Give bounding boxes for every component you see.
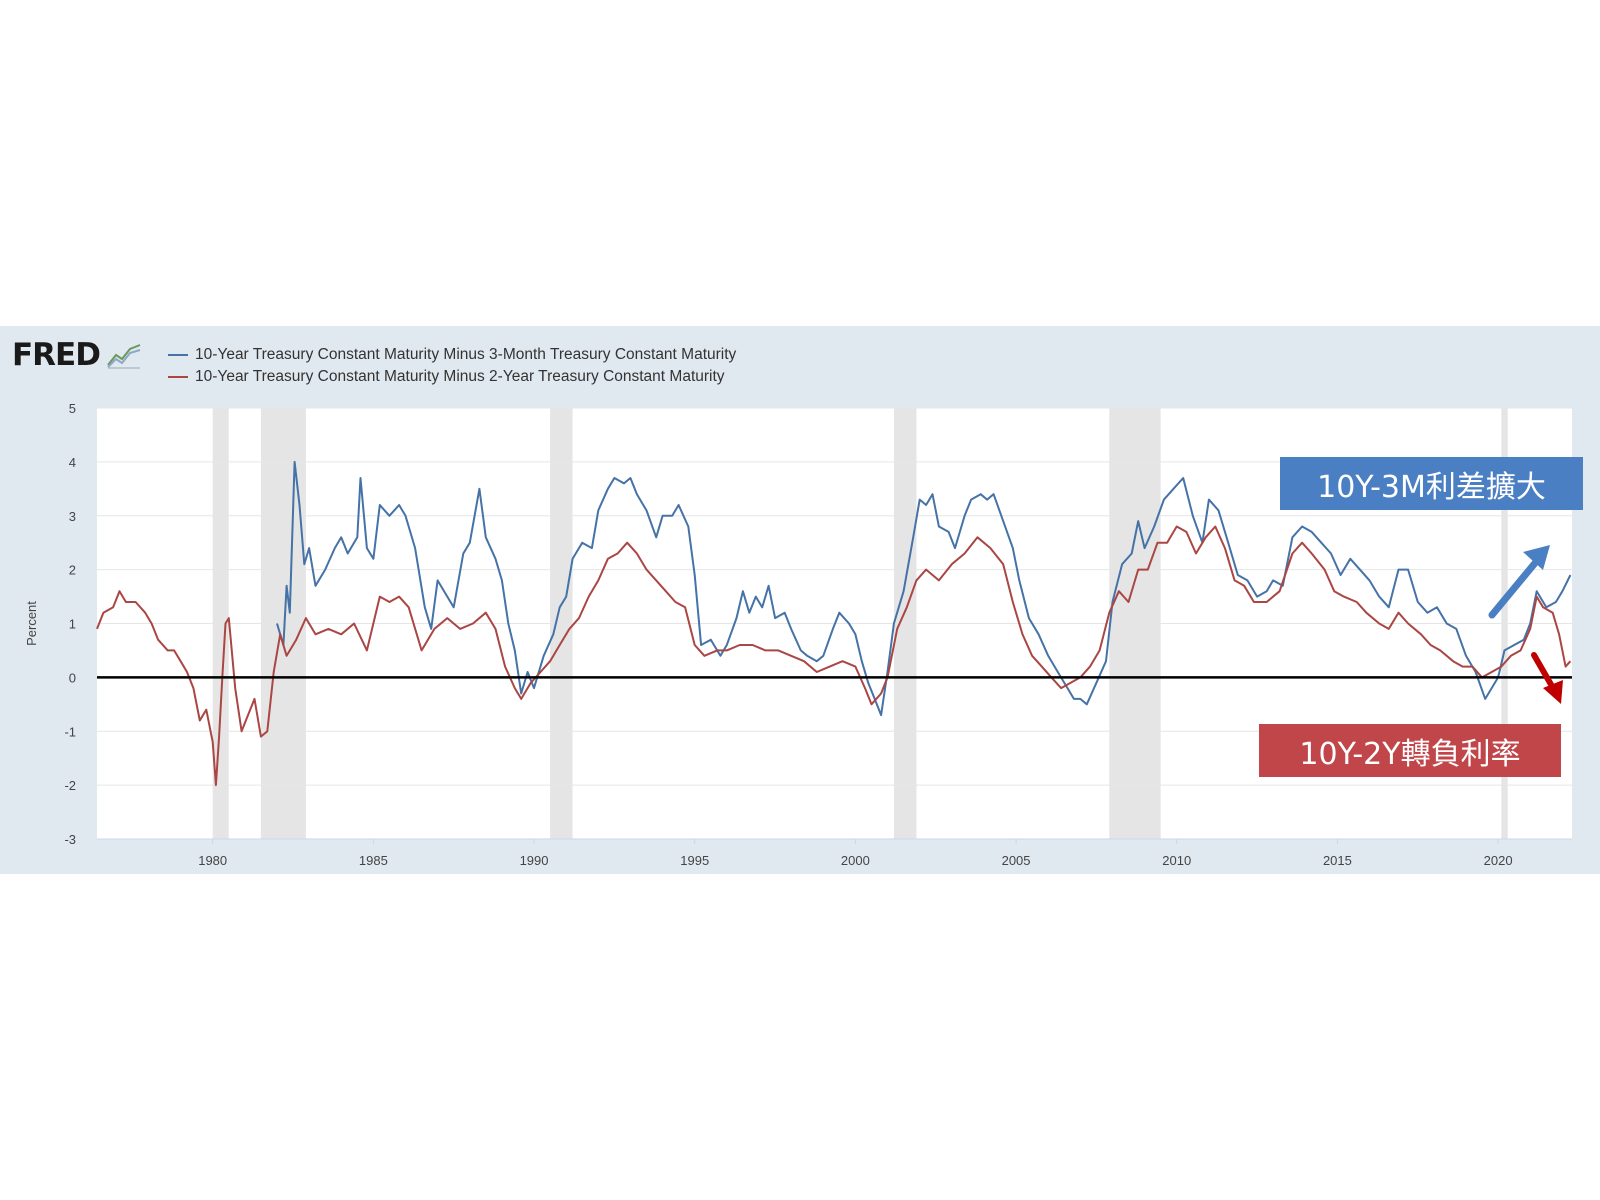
- series-line-10y-3m: [276, 460, 1572, 717]
- legend-item-10y-3m[interactable]: 10-Year Treasury Constant Maturity Minus…: [168, 344, 736, 366]
- annotation-10y-2y-negative: 10Y-2Y轉負利率: [1259, 724, 1561, 777]
- x-tick-label: 2000: [841, 853, 870, 868]
- down-arrow-icon-head: [1543, 680, 1563, 704]
- up-arrow-icon-head: [1523, 545, 1550, 570]
- series-line-10y-2y: [96, 525, 1572, 787]
- fred-logo[interactable]: FRED: [12, 337, 142, 373]
- legend-label-10y-3m: 10-Year Treasury Constant Maturity Minus…: [195, 346, 737, 363]
- y-axis-title: Percent: [24, 601, 39, 646]
- annotation-10y-3m-widening: 10Y-3M利差擴大: [1280, 457, 1583, 510]
- x-tick-label: 2020: [1484, 853, 1513, 868]
- annotation-blue-text: 10Y-3M利差擴大: [1317, 469, 1546, 505]
- y-tick-label: 3: [69, 509, 76, 524]
- fred-logo-text: FRED: [12, 337, 101, 373]
- x-tick-label: 2005: [1002, 853, 1031, 868]
- legend-label-10y-2y: 10-Year Treasury Constant Maturity Minus…: [195, 368, 725, 385]
- y-tick-label: -1: [64, 724, 76, 739]
- x-tick-label: 1990: [520, 853, 549, 868]
- legend-swatch-blue: [168, 354, 188, 356]
- y-tick-label: -3: [64, 832, 76, 847]
- down-arrow-icon-shaft: [1531, 652, 1556, 691]
- y-tick-label: 0: [69, 670, 76, 685]
- annotation-red-text: 10Y-2Y轉負利率: [1299, 736, 1521, 772]
- y-tick-label: 5: [69, 401, 76, 416]
- x-tick-label: 1985: [359, 853, 388, 868]
- x-tick-label: 1995: [680, 853, 709, 868]
- y-tick-label: 1: [69, 617, 76, 632]
- x-tick-label: 2010: [1162, 853, 1191, 868]
- legend-swatch-red: [168, 376, 188, 378]
- legend-item-10y-2y[interactable]: 10-Year Treasury Constant Maturity Minus…: [168, 366, 736, 388]
- x-tick-label: 1980: [198, 853, 227, 868]
- chart-legend: 10-Year Treasury Constant Maturity Minus…: [168, 344, 736, 388]
- up-arrow-icon-shaft: [1488, 553, 1544, 619]
- y-tick-label: 4: [69, 455, 76, 470]
- y-tick-label: 2: [69, 563, 76, 578]
- y-tick-label: -2: [64, 778, 76, 793]
- x-tick-label: 2015: [1323, 853, 1352, 868]
- line-graph-icon: [107, 344, 141, 369]
